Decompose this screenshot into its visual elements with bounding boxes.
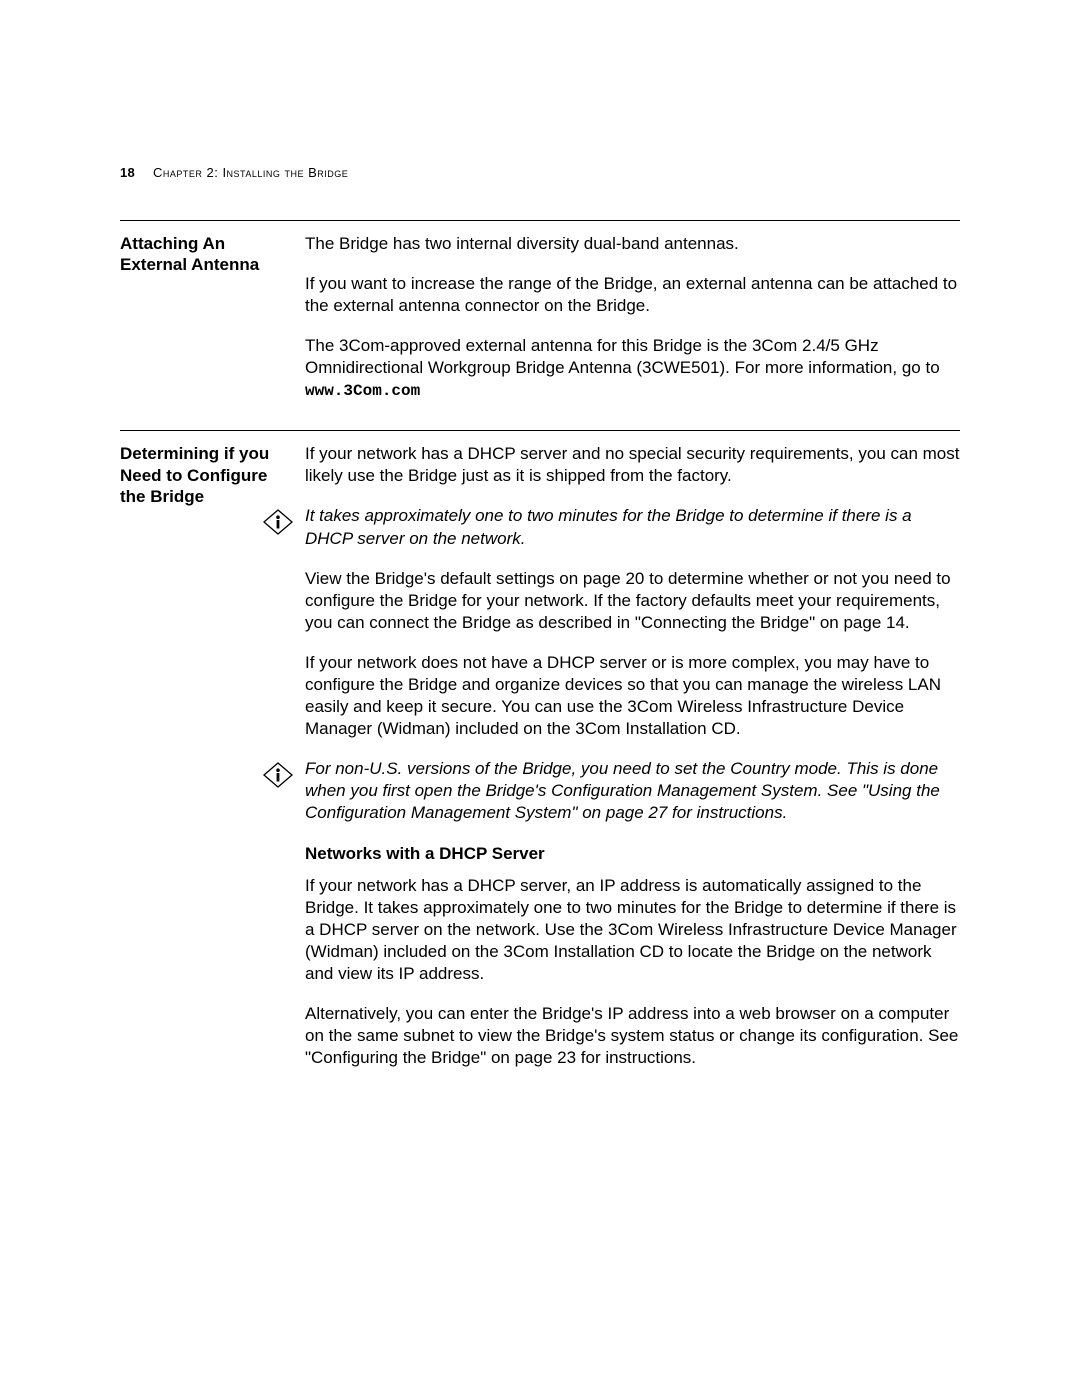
info-note: It takes approximately one to two minute… (305, 505, 960, 549)
info-icon (261, 507, 295, 543)
body-text: The 3Com-approved external antenna for t… (305, 336, 940, 377)
info-note: For non-U.S. versions of the Bridge, you… (305, 758, 960, 824)
info-note-text: For non-U.S. versions of the Bridge, you… (305, 758, 960, 824)
section-heading-col: Attaching An External Antenna (120, 233, 305, 402)
body-paragraph: Alternatively, you can enter the Bridge'… (305, 1003, 960, 1069)
body-paragraph: If you want to increase the range of the… (305, 273, 960, 317)
body-paragraph: The Bridge has two internal diversity du… (305, 233, 960, 255)
section-body-col: If your network has a DHCP server and no… (305, 443, 960, 1069)
section-heading: Attaching An External Antenna (120, 233, 295, 276)
body-paragraph: View the Bridge's default settings on pa… (305, 568, 960, 634)
info-icon (261, 760, 295, 796)
section-determining-config: Determining if you Need to Configure the… (120, 431, 960, 1097)
section-attaching-antenna: Attaching An External Antenna The Bridge… (120, 221, 960, 430)
body-paragraph: If your network has a DHCP server and no… (305, 443, 960, 487)
section-body-col: The Bridge has two internal diversity du… (305, 233, 960, 402)
body-paragraph: If your network has a DHCP server, an IP… (305, 875, 960, 985)
chapter-label: Chapter 2: Installing the Bridge (153, 165, 348, 180)
body-paragraph: If your network does not have a DHCP ser… (305, 652, 960, 740)
page-number: 18 (120, 165, 135, 180)
running-header: 18 Chapter 2: Installing the Bridge (120, 165, 348, 180)
sub-heading: Networks with a DHCP Server (305, 843, 960, 865)
content-area: Attaching An External Antenna The Bridge… (120, 220, 960, 1097)
info-note-text: It takes approximately one to two minute… (305, 505, 960, 549)
body-paragraph: The 3Com-approved external antenna for t… (305, 335, 960, 402)
section-heading: Determining if you Need to Configure the… (120, 443, 295, 507)
page: 18 Chapter 2: Installing the Bridge Atta… (0, 0, 1080, 1397)
mono-url: www.3Com.com (305, 382, 420, 400)
